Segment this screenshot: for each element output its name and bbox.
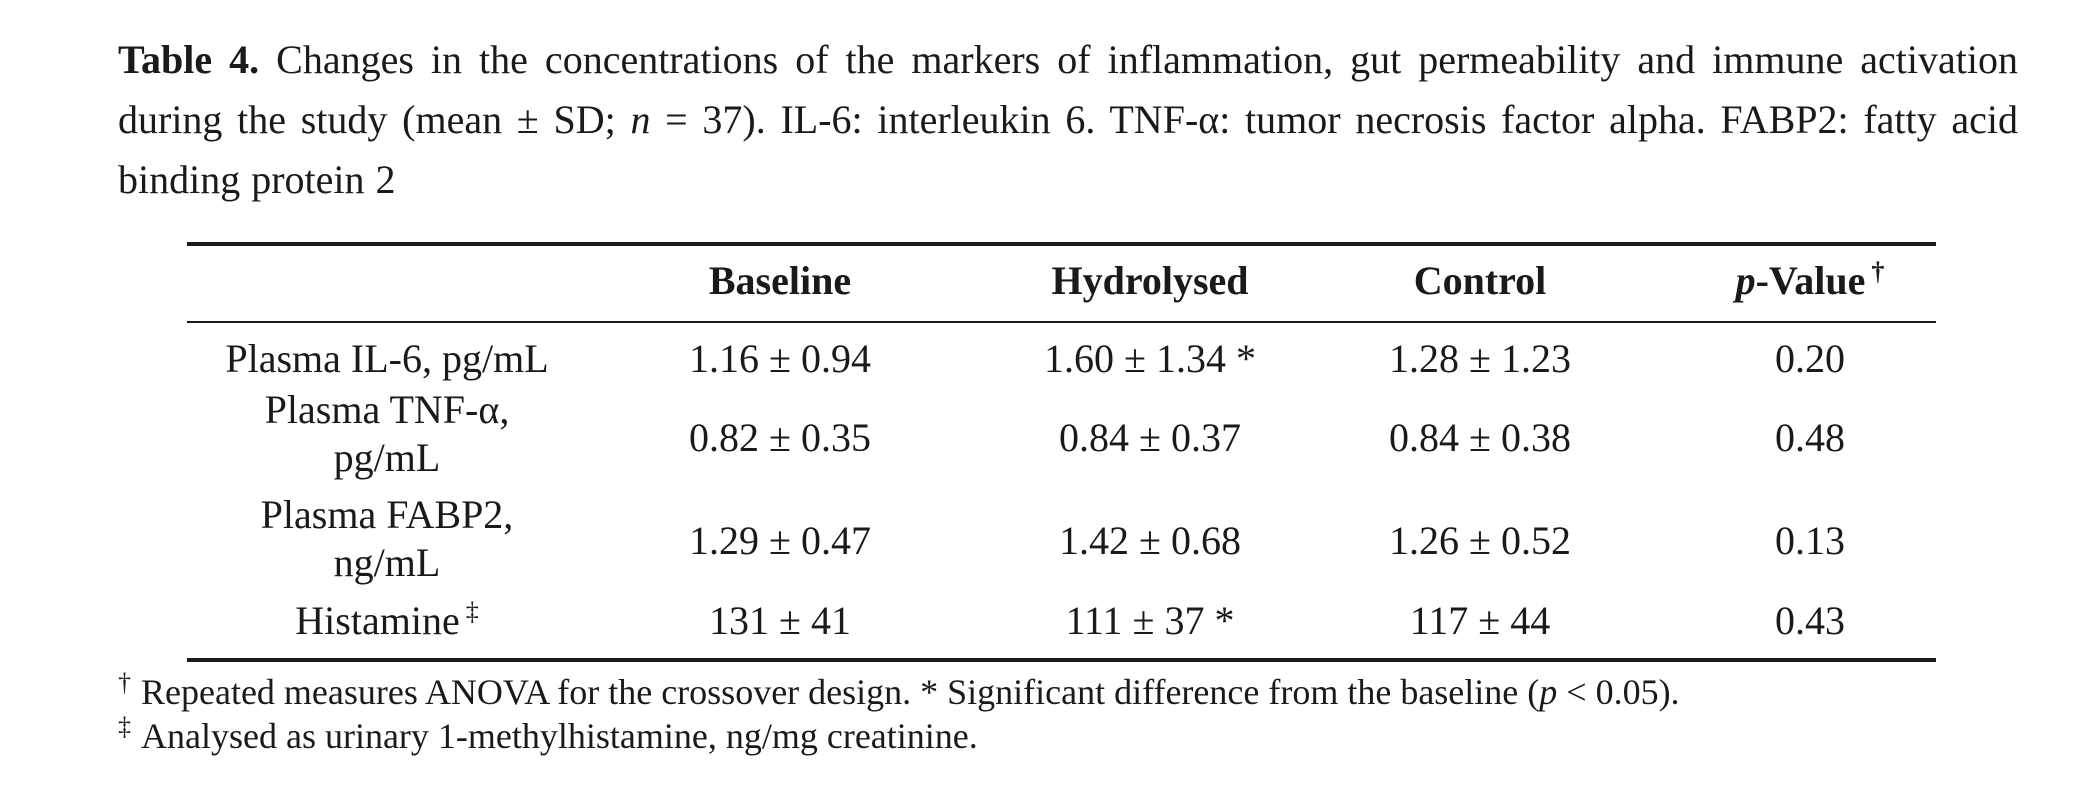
cell-il6-control: 1.28 ± 1.23 [1389,336,1571,381]
cell-tnf-control: 0.84 ± 0.38 [1389,415,1571,460]
header-p-symbol: p [1735,258,1756,303]
footnote-dagger: † Repeated measures ANOVA for the crossov… [118,670,2018,714]
row-label-fabp2-line1: Plasma FABP2, [260,492,514,537]
cell-tnf-p-value: 0.48 [1775,415,1845,460]
footnote-double-dagger: ‡ Analysed as urinary 1-methylhistamine, … [118,714,2018,758]
row-label-histamine: Histamine ‡ [187,597,587,645]
row-label-tnf-line1: Plasma TNF-α, [264,387,510,432]
caption-text-part2: = 37). IL-6: interleukin 6. TNF-α: tumor… [118,97,2018,202]
row-label-il6: Plasma IL-6, pg/mL [225,336,549,381]
table-bottom-rule [187,658,1936,662]
header-baseline: Baseline [708,258,852,303]
table-label: Table 4. [118,37,260,82]
cell-fabp2-control: 1.26 ± 0.52 [1389,518,1571,563]
header-p-value: p-Value † [1660,257,1960,305]
footnote-dagger-text-a: Repeated measures ANOVA for the crossove… [141,672,1540,712]
footnote-double-dagger-mark: ‡ [118,712,131,741]
row-label-fabp2: Plasma FABP2, ng/mL [187,491,587,587]
header-control: Control [1413,258,1547,303]
footnote-dagger-mark: † [118,668,131,697]
header-hydrolysed: Hydrolysed [1051,258,1249,303]
cell-il6-hydrolysed: 1.60 ± 1.34 * [1044,336,1256,381]
footnote-p-symbol: p [1539,672,1558,712]
caption-n-symbol: n [630,97,651,142]
header-p-value-text: -Value [1755,258,1866,303]
header-dagger-mark: † [1871,256,1885,286]
row-label-tnf-line2: pg/mL [333,435,441,480]
table-top-rule [187,242,1936,246]
cell-tnf-baseline: 0.82 ± 0.35 [689,415,871,460]
histamine-double-dagger-mark: ‡ [465,596,479,626]
cell-tnf-hydrolysed: 0.84 ± 0.37 [1059,415,1241,460]
cell-histamine-control: 117 ± 44 [1409,598,1551,643]
row-label-fabp2-line2: ng/mL [333,540,441,585]
cell-histamine-p-value: 0.43 [1775,598,1845,643]
cell-il6-baseline: 1.16 ± 0.94 [689,336,871,381]
cell-fabp2-baseline: 1.29 ± 0.47 [689,518,871,563]
row-label-tnf: Plasma TNF-α, pg/mL [187,386,587,482]
cell-il6-p-value: 0.20 [1775,336,1845,381]
cell-histamine-hydrolysed: 111 ± 37 * [1065,598,1235,643]
caption-text-part1: Changes in the concentrations of the mar… [118,37,2018,142]
table-header-rule [187,321,1936,323]
footnote-dagger-text-b: < 0.05). [1557,672,1680,712]
cell-histamine-baseline: 131 ± 41 [709,598,851,643]
row-label-histamine-text: Histamine [295,598,460,643]
cell-fabp2-p-value: 0.13 [1775,518,1845,563]
cell-fabp2-hydrolysed: 1.42 ± 0.68 [1059,518,1241,563]
table-caption: Table 4. Changes in the concentrations o… [118,30,2018,210]
footnote-double-dagger-text: Analysed as urinary 1-methylhistamine, n… [141,716,978,756]
